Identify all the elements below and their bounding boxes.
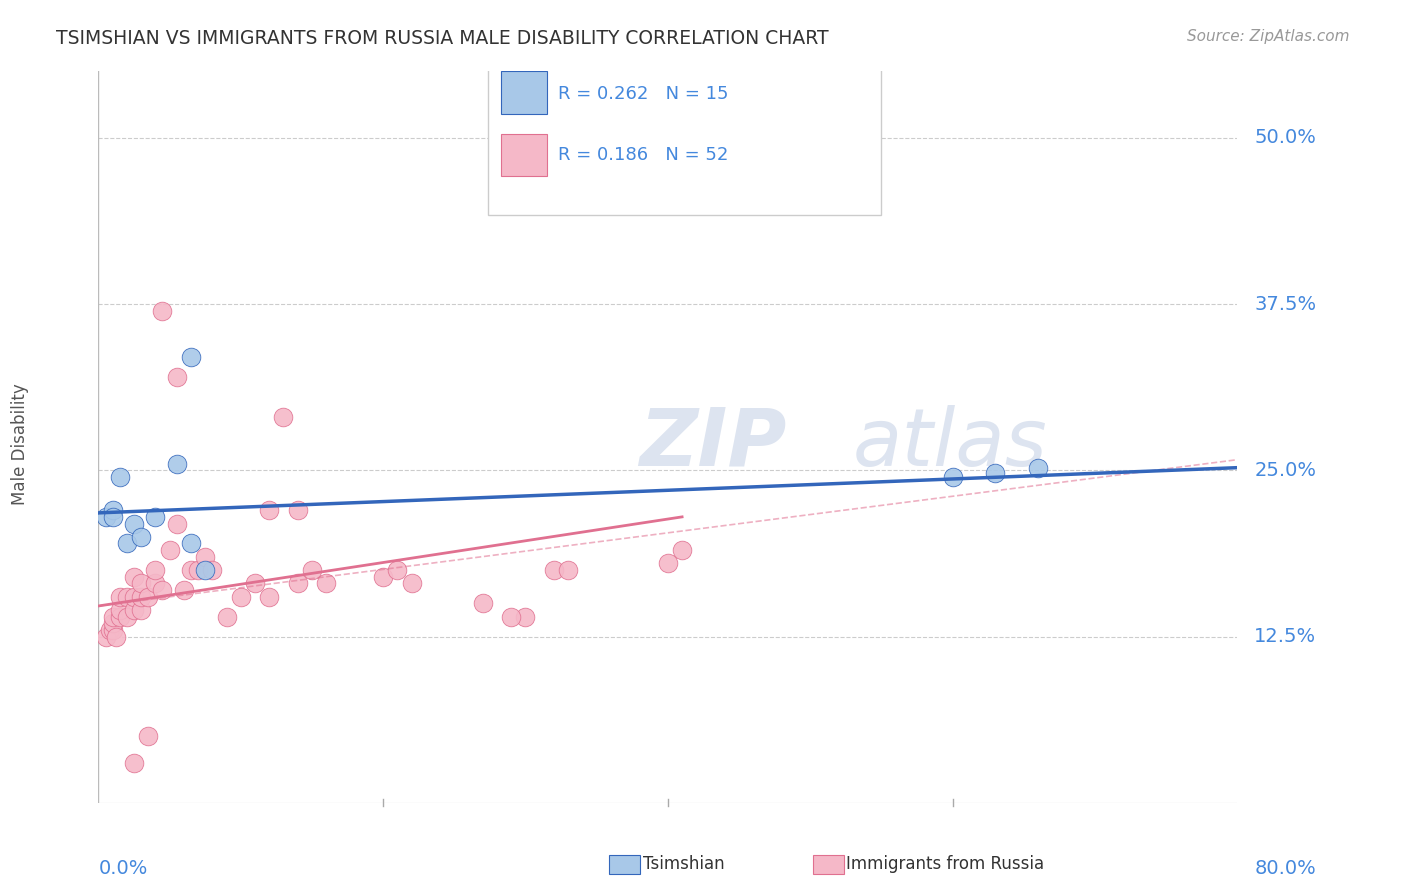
Point — [159, 543, 181, 558]
Text: R = 0.186   N = 52: R = 0.186 N = 52 — [558, 146, 728, 164]
Point — [201, 563, 224, 577]
Point — [108, 609, 131, 624]
Text: Immigrants from Russia: Immigrants from Russia — [846, 855, 1045, 873]
Text: 12.5%: 12.5% — [1254, 627, 1316, 646]
Text: ZIP: ZIP — [640, 405, 787, 483]
Point — [98, 623, 121, 637]
Point — [115, 609, 138, 624]
Point — [229, 590, 252, 604]
Point — [152, 303, 174, 318]
Point — [515, 609, 537, 624]
Point — [984, 466, 1007, 480]
Point — [259, 503, 281, 517]
Point — [145, 563, 167, 577]
Point — [401, 576, 423, 591]
Point — [122, 756, 145, 770]
Text: 50.0%: 50.0% — [1254, 128, 1316, 147]
Point — [94, 509, 117, 524]
Text: 80.0%: 80.0% — [1254, 859, 1316, 878]
Point — [166, 457, 188, 471]
Text: TSIMSHIAN VS IMMIGRANTS FROM RUSSIA MALE DISABILITY CORRELATION CHART: TSIMSHIAN VS IMMIGRANTS FROM RUSSIA MALE… — [56, 29, 830, 47]
Point — [501, 609, 523, 624]
Point — [108, 590, 131, 604]
Point — [194, 549, 217, 564]
FancyBboxPatch shape — [502, 71, 547, 114]
Point — [129, 530, 152, 544]
Point — [104, 630, 127, 644]
Point — [180, 563, 202, 577]
FancyBboxPatch shape — [488, 63, 882, 215]
Point — [115, 590, 138, 604]
Point — [215, 609, 238, 624]
Text: Male Disability: Male Disability — [11, 383, 30, 505]
Point — [301, 563, 323, 577]
Point — [671, 543, 693, 558]
Point — [101, 509, 124, 524]
Point — [101, 503, 124, 517]
Text: Source: ZipAtlas.com: Source: ZipAtlas.com — [1187, 29, 1350, 44]
Point — [180, 536, 202, 550]
Point — [122, 516, 145, 531]
Text: Tsimshian: Tsimshian — [643, 855, 724, 873]
Point — [373, 570, 395, 584]
Point — [657, 557, 679, 571]
Text: atlas: atlas — [853, 405, 1047, 483]
Point — [129, 603, 152, 617]
Point — [136, 729, 159, 743]
Point — [101, 623, 124, 637]
Point — [543, 563, 565, 577]
Point — [273, 410, 295, 425]
Point — [108, 603, 131, 617]
Text: R = 0.262   N = 15: R = 0.262 N = 15 — [558, 85, 728, 103]
Point — [180, 351, 202, 365]
Point — [152, 582, 174, 597]
Point — [287, 503, 309, 517]
Point — [315, 576, 337, 591]
Point — [94, 630, 117, 644]
Point — [101, 616, 124, 631]
Point — [122, 590, 145, 604]
Point — [108, 470, 131, 484]
Text: 37.5%: 37.5% — [1254, 294, 1316, 314]
Point — [166, 370, 188, 384]
Point — [122, 570, 145, 584]
Point — [145, 509, 167, 524]
Point — [129, 590, 152, 604]
Point — [166, 516, 188, 531]
Point — [115, 536, 138, 550]
Point — [101, 609, 124, 624]
Point — [259, 590, 281, 604]
Point — [129, 576, 152, 591]
Point — [122, 603, 145, 617]
Point — [136, 590, 159, 604]
Point — [187, 563, 209, 577]
Text: 25.0%: 25.0% — [1254, 461, 1316, 480]
Point — [145, 576, 167, 591]
Point — [387, 563, 409, 577]
Point — [243, 576, 266, 591]
Point — [173, 582, 195, 597]
FancyBboxPatch shape — [502, 134, 547, 177]
Text: 0.0%: 0.0% — [98, 859, 148, 878]
Point — [287, 576, 309, 591]
Point — [557, 563, 579, 577]
Point — [942, 470, 965, 484]
Point — [194, 563, 217, 577]
Point — [471, 596, 494, 610]
Point — [1026, 460, 1049, 475]
